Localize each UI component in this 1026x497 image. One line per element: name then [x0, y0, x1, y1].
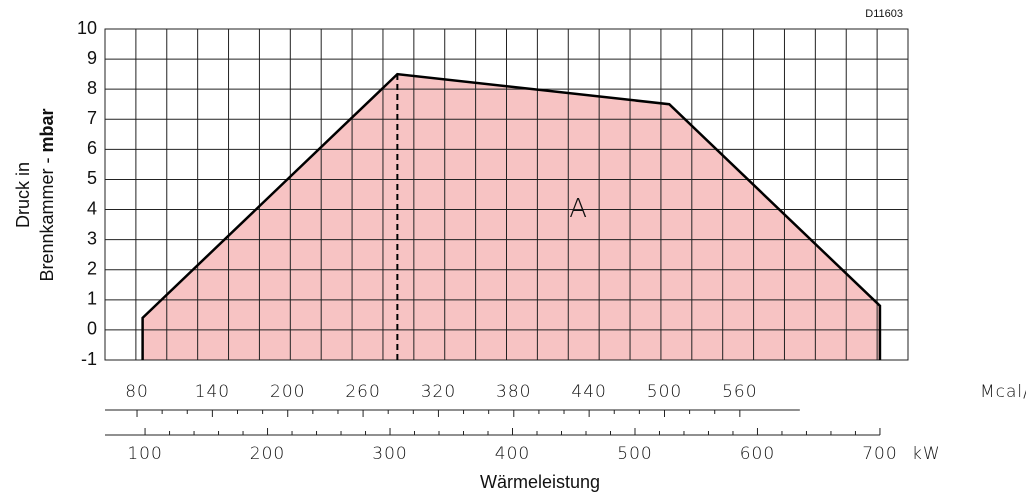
x-tick-label: 500	[617, 444, 652, 464]
y-tick-label: 2	[87, 258, 97, 278]
area	[142, 74, 880, 361]
x2-tick-label: 380	[496, 382, 531, 402]
x2-tick-label: 200	[270, 382, 305, 402]
x-tick-label: 100	[127, 444, 162, 464]
y-label-unit: mbar	[37, 108, 57, 152]
y-tick-label: 8	[87, 78, 97, 98]
y-tick-label: 6	[87, 138, 97, 158]
y-tick-label: 3	[87, 228, 97, 248]
x2-tick-label: 440	[571, 382, 606, 402]
x-tick-label: 200	[250, 444, 285, 464]
y-tick-label: 10	[77, 18, 97, 38]
x2-tick-label: 260	[345, 382, 380, 402]
x2-tick-label: 140	[195, 382, 230, 402]
x2-unit: Mcal/h	[980, 382, 1026, 402]
y-label-text: Brennkammer -	[37, 152, 57, 281]
y-tick-label: 7	[87, 108, 97, 128]
code: D11603	[865, 8, 903, 20]
x-unit: kW	[912, 444, 941, 464]
x-tick-label: 600	[740, 444, 775, 464]
x-tick-label: 300	[372, 444, 407, 464]
x-tick-label: 400	[495, 444, 530, 464]
area-outline	[141, 72, 882, 360]
y-tick-label: 4	[87, 198, 97, 218]
y-tick-label: 0	[87, 319, 97, 339]
plot-frame	[104, 28, 909, 361]
x2-tick-label: 560	[722, 382, 757, 402]
y-label: Brennkammer - mbar	[37, 108, 57, 281]
x2-tick-label: 80	[125, 382, 149, 402]
y-tick-label: 9	[87, 48, 97, 68]
area-label: A	[569, 194, 588, 224]
x-label: Wärmeleistung	[480, 472, 600, 492]
y-label: Druck in	[13, 162, 33, 228]
y-tick-label: 1	[87, 289, 97, 309]
x2-tick-label: 320	[421, 382, 456, 402]
y-tick-label: 5	[87, 168, 97, 188]
x-tick-label: 700	[862, 444, 897, 464]
x2-tick-label: 500	[647, 382, 682, 402]
y-tick-label: -1	[81, 349, 97, 369]
